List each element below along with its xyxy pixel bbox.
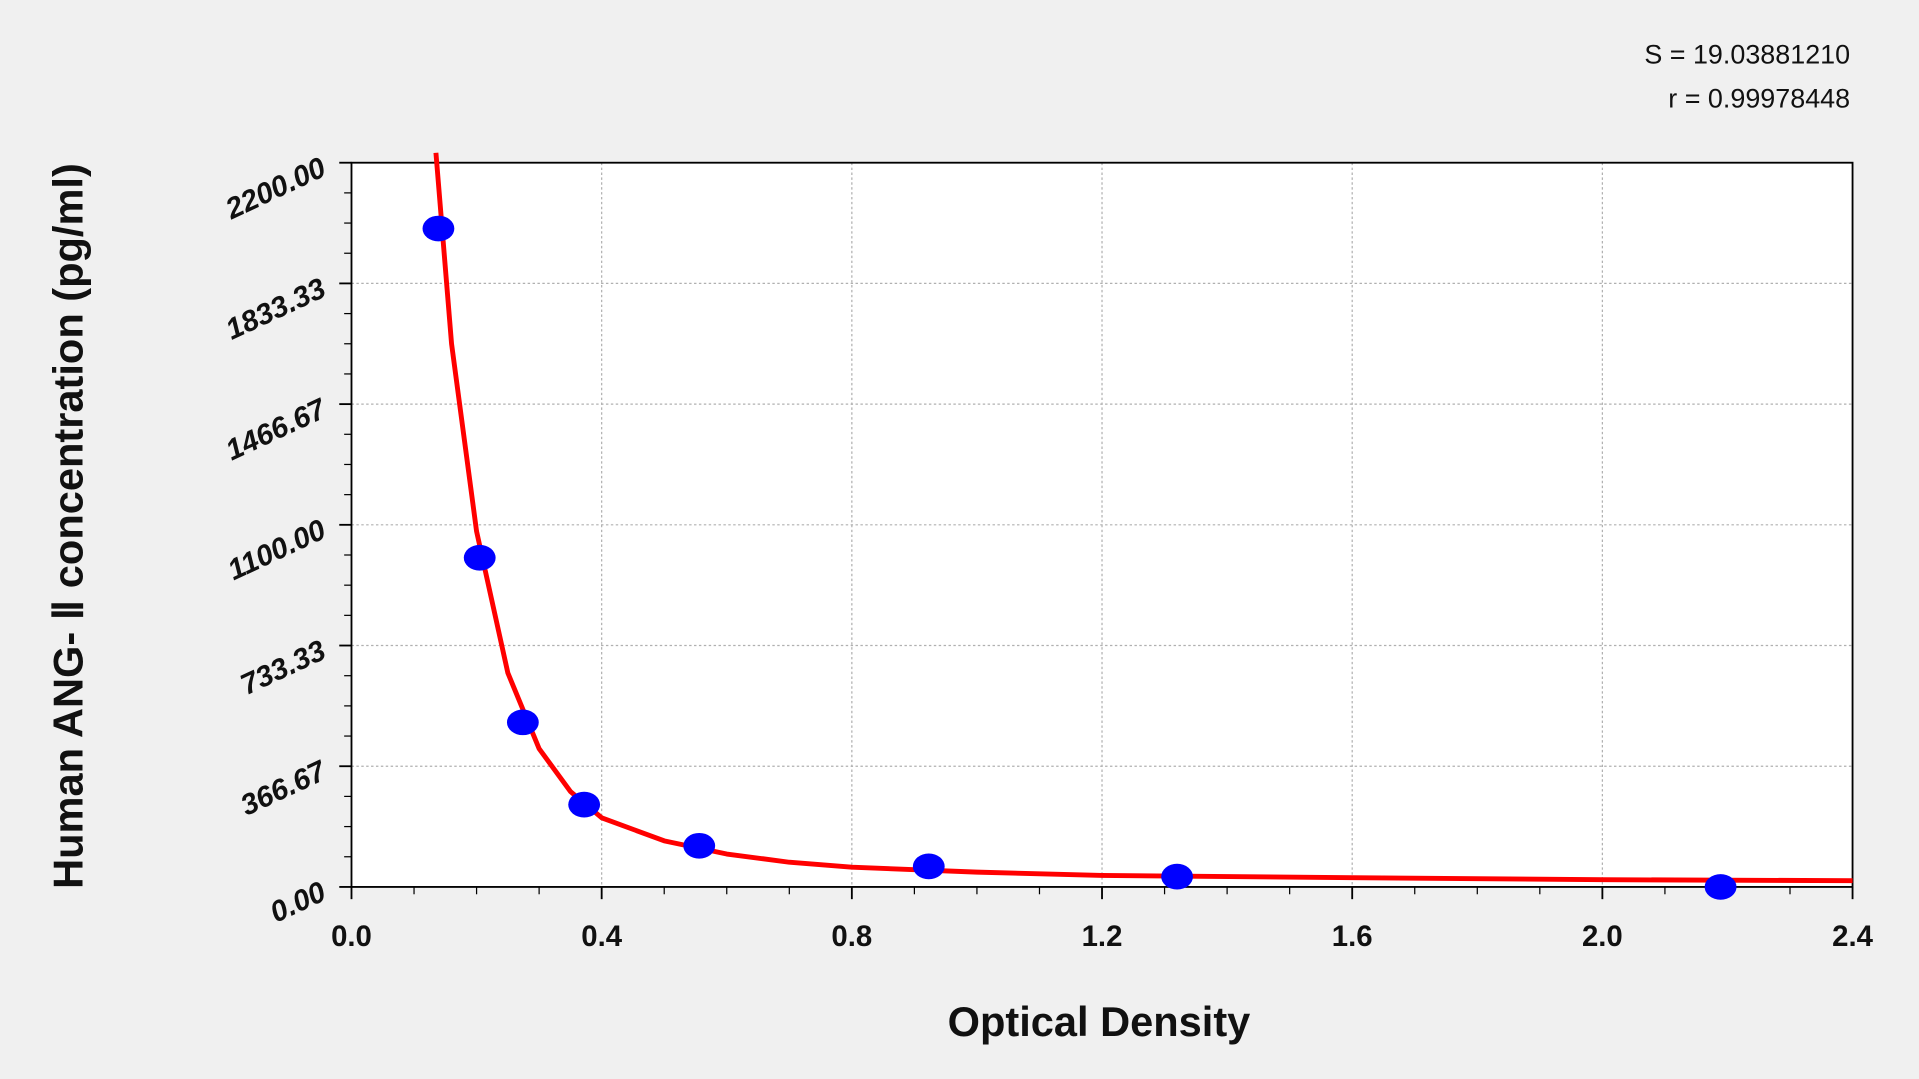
data-point	[912, 853, 945, 880]
x-tick-label: 0.8	[831, 920, 872, 953]
y-tick-label: 1466.67	[221, 392, 333, 467]
y-tick-label: 1833.33	[221, 272, 331, 347]
x-tick-label: 1.2	[1082, 920, 1123, 953]
x-tick-label: 2.0	[1582, 920, 1623, 953]
data-point	[1161, 863, 1193, 890]
data-point	[506, 709, 539, 736]
y-tick-label: 0.00	[265, 875, 331, 929]
data-point	[683, 832, 716, 859]
y-tick-label: 366.67	[235, 754, 332, 823]
data-point	[568, 791, 601, 818]
x-tick-label: 2.4	[1832, 920, 1873, 953]
x-axis-label: Optical Density	[948, 998, 1251, 1045]
y-tick-label: 733.33	[235, 634, 330, 702]
data-point	[463, 544, 496, 571]
x-tick-label: 1.6	[1332, 920, 1373, 953]
data-point	[422, 215, 455, 242]
annotation: r = 0.99978448	[1668, 83, 1850, 113]
y-tick-label: 1100.00	[223, 513, 332, 587]
x-tick-label: 0.4	[581, 920, 622, 953]
y-axis-label: Human ANG- Ⅱ concentration (pg/ml)	[44, 163, 91, 889]
data-point	[1704, 874, 1737, 900]
annotation: S = 19.03881210	[1644, 39, 1850, 69]
x-tick-label: 0.0	[331, 920, 372, 953]
y-tick-label: 2200.00	[220, 151, 332, 226]
